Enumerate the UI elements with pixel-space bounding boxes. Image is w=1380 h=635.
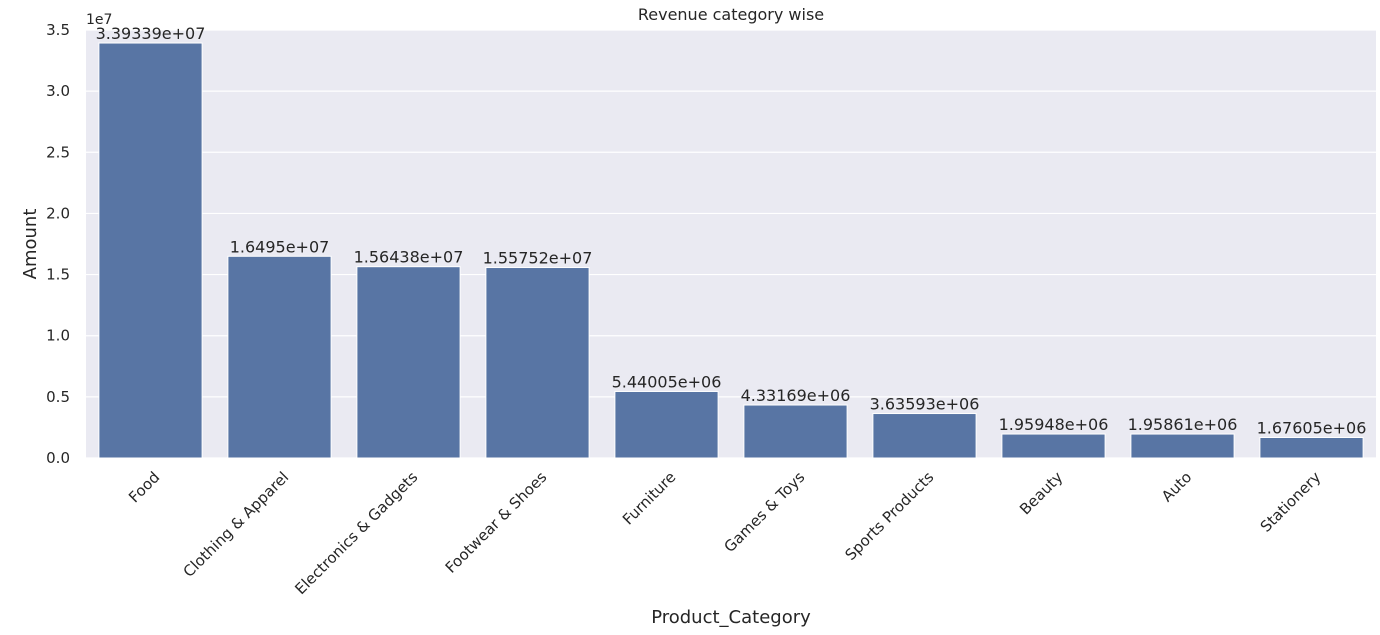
- bar-value-label: 1.56438e+07: [354, 248, 464, 267]
- x-axis-label: Product_Category: [651, 607, 811, 628]
- bar: [743, 404, 848, 459]
- bar: [485, 267, 590, 459]
- x-tick-label: Games & Toys: [721, 468, 809, 556]
- bar-value-label: 1.95948e+06: [999, 415, 1109, 434]
- y-tick-label: 2.5: [46, 143, 70, 161]
- x-axis-ticks: Food Clothing & Apparel Electronics & Gadg…: [125, 468, 1324, 598]
- y-tick-label: 3.0: [46, 82, 70, 100]
- bar: [1130, 433, 1235, 459]
- x-tick-label: Auto: [1158, 468, 1195, 505]
- bar-value-label: 4.33169e+06: [741, 386, 851, 405]
- data-labels: 3.39339e+07 1.6495e+07 1.56438e+07 1.55752e…: [96, 24, 1367, 437]
- bar-value-label: 1.95861e+06: [1128, 415, 1238, 434]
- bars: [98, 42, 1364, 459]
- y-axis-label: Amount: [20, 209, 41, 280]
- bar: [227, 255, 332, 459]
- bar-value-label: 3.39339e+07: [96, 24, 206, 43]
- bar: [1001, 433, 1106, 459]
- x-tick-label: Footwear & Shoes: [442, 468, 551, 577]
- bar-value-label: 5.44005e+06: [612, 372, 722, 391]
- bar-value-label: 1.55752e+07: [483, 249, 593, 268]
- bar: [614, 390, 719, 459]
- y-tick-label: 3.5: [46, 21, 70, 39]
- bar: [98, 42, 203, 459]
- x-tick-label: Beauty: [1016, 468, 1066, 518]
- bar: [356, 266, 461, 459]
- bar: [1259, 437, 1364, 459]
- bar-value-label: 3.63593e+06: [870, 395, 980, 414]
- x-tick-label: Food: [125, 468, 163, 506]
- y-tick-label: 0.0: [46, 449, 70, 467]
- y-axis-offset-label: 1e7: [86, 12, 112, 28]
- x-tick-label: Electronics & Gadgets: [291, 468, 421, 598]
- y-tick-label: 2.0: [46, 204, 70, 222]
- bar-value-label: 1.67605e+06: [1257, 419, 1367, 438]
- bar-value-label: 1.6495e+07: [230, 237, 330, 256]
- x-tick-label: Clothing & Apparel: [180, 468, 293, 581]
- x-tick-label: Sports Products: [841, 468, 937, 564]
- y-tick-label: 1.0: [46, 327, 70, 345]
- bar: [872, 413, 977, 459]
- y-tick-label: 1.5: [46, 266, 70, 284]
- x-tick-label: Stationery: [1257, 468, 1325, 536]
- chart-title: Revenue category wise: [638, 5, 824, 24]
- y-tick-label: 0.5: [46, 388, 70, 406]
- y-axis-ticks: 0.0 0.5 1.0 1.5 2.0 2.5 3.0 3.5: [46, 21, 70, 467]
- x-tick-label: Furniture: [619, 468, 679, 528]
